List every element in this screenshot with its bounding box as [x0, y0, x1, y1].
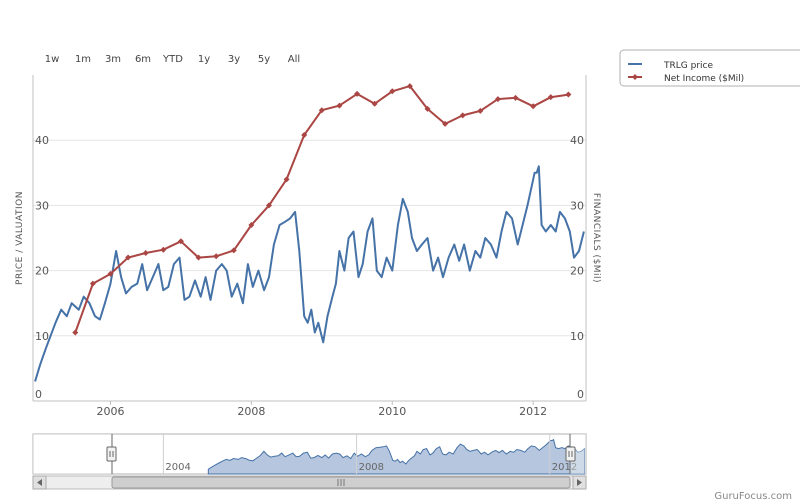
series-line-net-income	[74, 85, 569, 333]
range-button-label: 1m	[75, 54, 91, 65]
net-income-point[interactable]	[125, 254, 132, 261]
range-button-1y[interactable]: 1y	[198, 54, 210, 65]
net-income-point[interactable]	[283, 176, 290, 183]
net-income-point[interactable]	[494, 96, 501, 103]
navigator: 2004 2008 2012	[32, 433, 587, 475]
navigator-mask-left	[33, 434, 112, 474]
scrollbar-left-button[interactable]	[32, 475, 47, 490]
legend: TRLG price Net Income ($Mil)	[619, 49, 800, 87]
net-income-point[interactable]	[389, 88, 396, 95]
range-button-1w[interactable]: 1w	[45, 54, 60, 65]
navigator-series-layer: 2004 2008 2012	[162, 434, 586, 475]
arrow-left-icon	[37, 479, 42, 486]
legend-box	[619, 49, 800, 87]
range-selector: 1w 1m 3m 6m YTD 1y 3y 5y All	[45, 54, 300, 65]
x-axis-ticks: 2006 2008 2010 2012	[96, 401, 547, 418]
range-button-label: 1w	[45, 54, 60, 65]
watermark: GuruFocus.com	[714, 491, 792, 502]
range-button-3y[interactable]: 3y	[228, 54, 240, 65]
net-income-point[interactable]	[213, 253, 220, 260]
net-income-point[interactable]	[301, 131, 308, 138]
grid-lines	[33, 139, 586, 337]
series-line-trlg-price	[34, 165, 585, 382]
y-tick-label-right: 20	[570, 265, 584, 278]
range-button-5y[interactable]: 5y	[258, 54, 270, 65]
net-income-point[interactable]	[160, 246, 167, 253]
net-income-point[interactable]	[547, 94, 554, 101]
navigator-year-label: 2012	[552, 462, 577, 473]
y-tick-label-right: 40	[570, 134, 584, 147]
net-income-point[interactable]	[565, 91, 572, 98]
net-income-point[interactable]	[459, 112, 466, 119]
net-income-point[interactable]	[142, 249, 149, 256]
legend-item-price[interactable]: TRLG price	[628, 61, 713, 71]
y-tick-label-left: 30	[35, 199, 49, 212]
range-button-all[interactable]: All	[288, 54, 300, 65]
navigator-handle-left[interactable]	[106, 446, 117, 462]
navigator-year-label: 2004	[165, 462, 190, 473]
net-income-point[interactable]	[354, 90, 361, 97]
scrollbar-grip-icon	[337, 479, 345, 486]
y-tick-label-left: 40	[35, 134, 49, 147]
x-tick-label: 2006	[96, 405, 124, 418]
x-tick-label: 2008	[237, 405, 265, 418]
y-tick-label-right: 10	[570, 330, 584, 343]
range-button-6m[interactable]: 6m	[135, 54, 151, 65]
navigator-mask-right	[570, 434, 586, 474]
x-tick-label: 2010	[378, 405, 406, 418]
series-layer	[34, 83, 585, 382]
plot-area: 2006 2008 2010 2012 0 10 20 30 40 0 10 20 30 40	[32, 75, 587, 418]
range-button-label: 3y	[228, 54, 240, 65]
net-income-point[interactable]	[318, 107, 325, 114]
range-button-label: YTD	[162, 54, 183, 65]
y-axis-right-title: FINANCIALS ($Mil)	[591, 193, 601, 283]
y-axis-left-title: PRICE / VALUATION	[15, 191, 25, 285]
legend-item-net-income[interactable]: Net Income ($Mil)	[628, 74, 744, 84]
net-income-point[interactable]	[107, 270, 114, 277]
y-axis-left-ticks: 0 10 20 30 40	[35, 134, 49, 401]
net-income-point[interactable]	[89, 280, 96, 287]
net-income-point[interactable]	[195, 254, 202, 261]
net-income-point[interactable]	[72, 329, 79, 336]
range-button-label: 5y	[258, 54, 270, 65]
y-tick-label-left: 0	[35, 388, 42, 401]
net-income-point[interactable]	[530, 103, 537, 110]
range-button-label: All	[288, 54, 300, 65]
y-tick-label-right: 0	[577, 388, 584, 401]
y-tick-label-right: 30	[570, 199, 584, 212]
net-income-point[interactable]	[371, 100, 378, 107]
range-button-label: 1y	[198, 54, 210, 65]
legend-marker-net-income	[632, 74, 638, 80]
net-income-point[interactable]	[424, 105, 431, 112]
navigator-area	[207, 438, 586, 475]
scrollbar[interactable]	[32, 475, 587, 490]
range-button-label: 6m	[135, 54, 151, 65]
range-button-ytd[interactable]: YTD	[162, 54, 183, 65]
net-income-point[interactable]	[248, 221, 255, 228]
legend-label-price: TRLG price	[663, 61, 713, 71]
net-income-point[interactable]	[512, 94, 519, 101]
net-income-point[interactable]	[265, 202, 272, 209]
y-tick-label-left: 20	[35, 265, 49, 278]
y-axis-right-ticks: 0 10 20 30 40	[570, 134, 584, 401]
scrollbar-right-button[interactable]	[572, 475, 587, 490]
net-income-point[interactable]	[477, 107, 484, 114]
navigator-handle-right[interactable]	[565, 446, 576, 462]
net-income-point[interactable]	[177, 238, 184, 245]
net-income-point[interactable]	[230, 247, 237, 254]
net-income-point[interactable]	[406, 83, 413, 90]
range-button-label: 3m	[105, 54, 121, 65]
x-tick-label: 2012	[519, 405, 547, 418]
range-button-1m[interactable]: 1m	[75, 54, 91, 65]
navigator-year-label: 2008	[359, 462, 384, 473]
net-income-point[interactable]	[336, 102, 343, 109]
legend-label-net-income: Net Income ($Mil)	[664, 74, 744, 84]
arrow-right-icon	[577, 479, 582, 486]
net-income-point[interactable]	[442, 120, 449, 127]
range-button-3m[interactable]: 3m	[105, 54, 121, 65]
y-tick-label-left: 10	[35, 330, 49, 343]
